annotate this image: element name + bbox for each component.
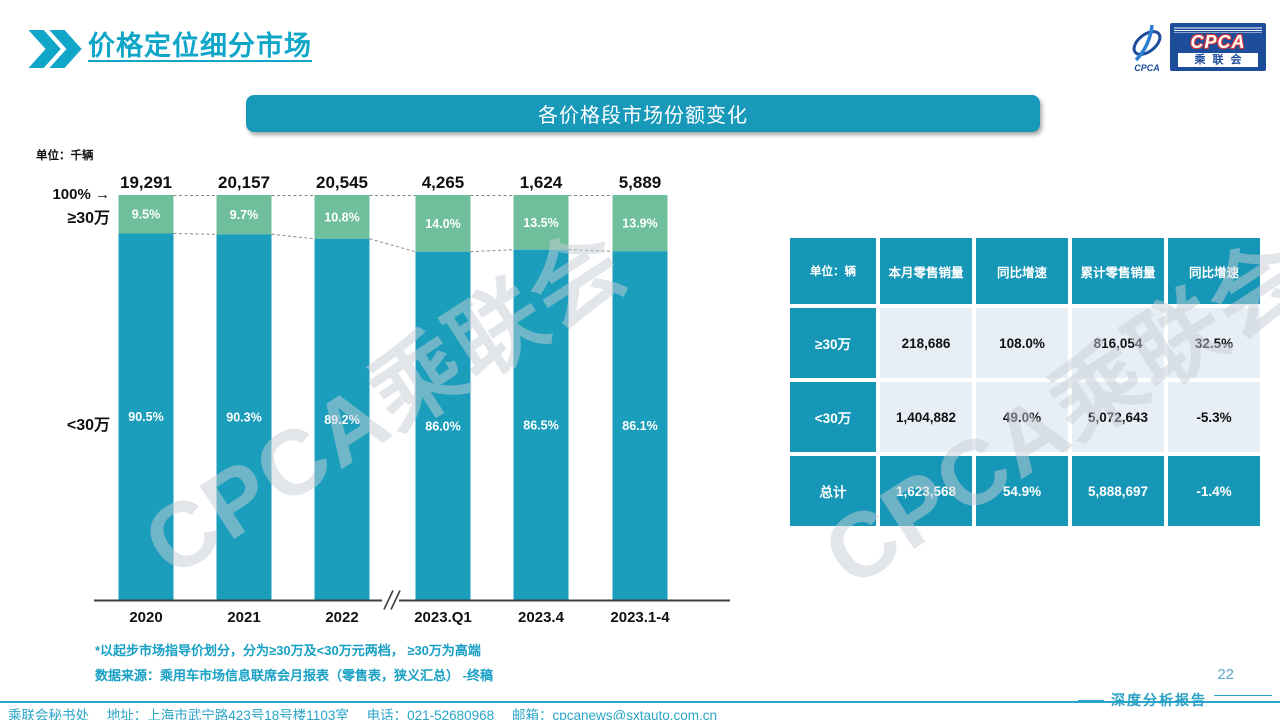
footer-divider <box>0 701 1280 703</box>
connector-boundary <box>369 238 416 253</box>
bar-segment-low <box>314 238 370 601</box>
bar-segment-high <box>513 195 569 250</box>
table-cell: 5,072,643 <box>1072 382 1164 452</box>
footer-phone: 电话：021-52680968 <box>366 708 495 720</box>
bar-pct-high: 13.9% <box>622 217 657 231</box>
table-header-cell: 同比增速 <box>976 238 1068 304</box>
table-cell: 32.5% <box>1168 308 1260 378</box>
table-header-cell: 本月零售销量 <box>880 238 972 304</box>
table-cell: 108.0% <box>976 308 1068 378</box>
bar-pct-low: 90.3% <box>226 411 261 425</box>
table-row: ≥30万 218,686 108.0% 816,054 32.5% <box>790 308 1260 378</box>
bar-segment-high <box>415 195 471 252</box>
table-header-cell: 同比增速 <box>1168 238 1260 304</box>
table-header-cell: 累计零售销量 <box>1072 238 1164 304</box>
price-segment-table: 单位：辆 本月零售销量 同比增速 累计零售销量 同比增速 ≥30万 218,68… <box>786 234 1264 530</box>
table-cell: 218,686 <box>880 308 972 378</box>
logo-chinese-text: 乘联会 <box>1177 53 1259 67</box>
x-axis-label: 2021 <box>227 609 260 626</box>
cpca-logo-block: CPCA 乘联会 <box>1170 23 1266 71</box>
bar-pct-low: 86.1% <box>622 419 657 433</box>
bar-pct-high: 13.5% <box>523 216 558 230</box>
x-axis-label: 2022 <box>325 609 358 626</box>
bar-pct-low: 89.2% <box>324 413 359 427</box>
section-banner-title: 各价格段市场份额变化 <box>538 105 748 127</box>
table-row-total: 总计 1,623,568 54.9% 5,888,697 -1.4% <box>790 456 1260 526</box>
series-high-label: ≥30万 <box>67 210 110 227</box>
section-banner: 各价格段市场份额变化 <box>246 95 1040 132</box>
bar-pct-low: 86.0% <box>425 419 460 433</box>
row-label: 总计 <box>790 456 876 526</box>
table-row: <30万 1,404,882 49.0% 5,072,643 -5.3% <box>790 382 1260 452</box>
connector-boundary <box>568 249 613 252</box>
report-type-label: 深度分析报告 <box>1078 690 1272 710</box>
table-cell: -1.4% <box>1168 456 1260 526</box>
bar-pct-high: 9.7% <box>230 208 259 222</box>
bar-pct-high: 9.5% <box>132 208 161 222</box>
footer-org: 乘联会秘书处 <box>8 708 89 720</box>
logo-cpca-text: CPCA <box>1190 32 1246 52</box>
svg-text:CPCA: CPCA <box>1134 63 1160 73</box>
bar-segment-high <box>612 195 668 252</box>
decorative-line <box>1078 699 1104 701</box>
connector-boundary <box>470 249 514 253</box>
table-header-row: 单位：辆 本月零售销量 同比增速 累计零售销量 同比增速 <box>790 238 1260 304</box>
table-cell: 5,888,697 <box>1072 456 1164 526</box>
footnote-line: *以起步市场指导价划分，分为≥30万及<30万元两档， ≥30万为高端 <box>95 643 481 658</box>
bar-segment-high <box>216 195 272 235</box>
bar-segment-low <box>415 251 471 600</box>
page-number: 22 <box>1217 666 1234 683</box>
footnote-line: 数据来源：乘用车市场信息联席会月报表（零售表，狭义汇总） -终稿 <box>95 668 493 683</box>
x-axis-label: 2023.Q1 <box>414 609 472 626</box>
axis-break-mark <box>383 590 394 610</box>
bar-total-label: 4,265 <box>422 175 465 192</box>
cpca-logo: CPCA CPCA 乘联会 <box>1126 20 1266 74</box>
bar-segment-low <box>118 233 174 600</box>
bar-segment-low <box>216 234 272 600</box>
row-label: <30万 <box>790 382 876 452</box>
table-cell: 816,054 <box>1072 308 1164 378</box>
double-chevron-icon <box>28 30 82 68</box>
x-axis-label: 2023.4 <box>518 609 565 626</box>
bar-segment-low <box>513 249 569 601</box>
page-title: 价格定位细分市场 <box>88 31 312 61</box>
table-cell: 54.9% <box>976 456 1068 526</box>
x-axis-label: 2020 <box>129 609 162 626</box>
cpca-emblem-icon: CPCA <box>1132 24 1162 73</box>
bar-pct-low: 86.5% <box>523 418 558 432</box>
bar-segment-high <box>314 195 370 239</box>
connector-boundary <box>271 233 315 240</box>
table-cell: -5.3% <box>1168 382 1260 452</box>
bar-pct-high: 14.0% <box>425 217 460 231</box>
series-low-label: <30万 <box>66 417 110 434</box>
stacked-bar-chart: 19,291 9.5% 90.5% 2020 20,157 9.7% 90.3% 2021 20… <box>94 175 730 626</box>
decorative-line <box>1214 694 1272 696</box>
footer-contact: 乘联会秘书处 地址：上海市武宁路423号18号楼1103室 电话：021-526… <box>8 704 731 720</box>
table-header-cell: 单位：辆 <box>790 238 876 304</box>
table-cell: 1,623,568 <box>880 456 972 526</box>
table-cell: 49.0% <box>976 382 1068 452</box>
chart-unit-label: 单位：千辆 <box>36 150 94 162</box>
bar-segment-high <box>118 195 174 234</box>
bar-total-label: 20,157 <box>218 175 270 192</box>
logo-speed-lines <box>1173 26 1263 33</box>
bar-total-label: 19,291 <box>120 175 172 192</box>
bar-pct-high: 10.8% <box>324 210 359 224</box>
axis-100-label: 100% → <box>52 186 110 203</box>
footer-email: 邮箱：cpcanews@sxtauto.com.cn <box>511 708 717 720</box>
bar-total-label: 1,624 <box>520 175 563 192</box>
row-label: ≥30万 <box>790 308 876 378</box>
bar-total-label: 20,545 <box>316 175 368 192</box>
bar-pct-low: 90.5% <box>128 410 163 424</box>
bar-segment-low <box>612 251 668 601</box>
footer-address: 地址：上海市武宁路423号18号楼1103室 <box>106 708 349 720</box>
connector-boundary <box>173 232 217 235</box>
x-axis-label: 2023.1-4 <box>610 609 670 626</box>
table-cell: 1,404,882 <box>880 382 972 452</box>
bar-total-label: 5,889 <box>619 175 662 192</box>
axis-break-mark <box>390 590 401 610</box>
footnotes: *以起步市场指导价划分，分为≥30万及<30万元两档， ≥30万为高端 数据来源… <box>95 638 493 688</box>
arrow-right-icon: → <box>95 186 110 203</box>
